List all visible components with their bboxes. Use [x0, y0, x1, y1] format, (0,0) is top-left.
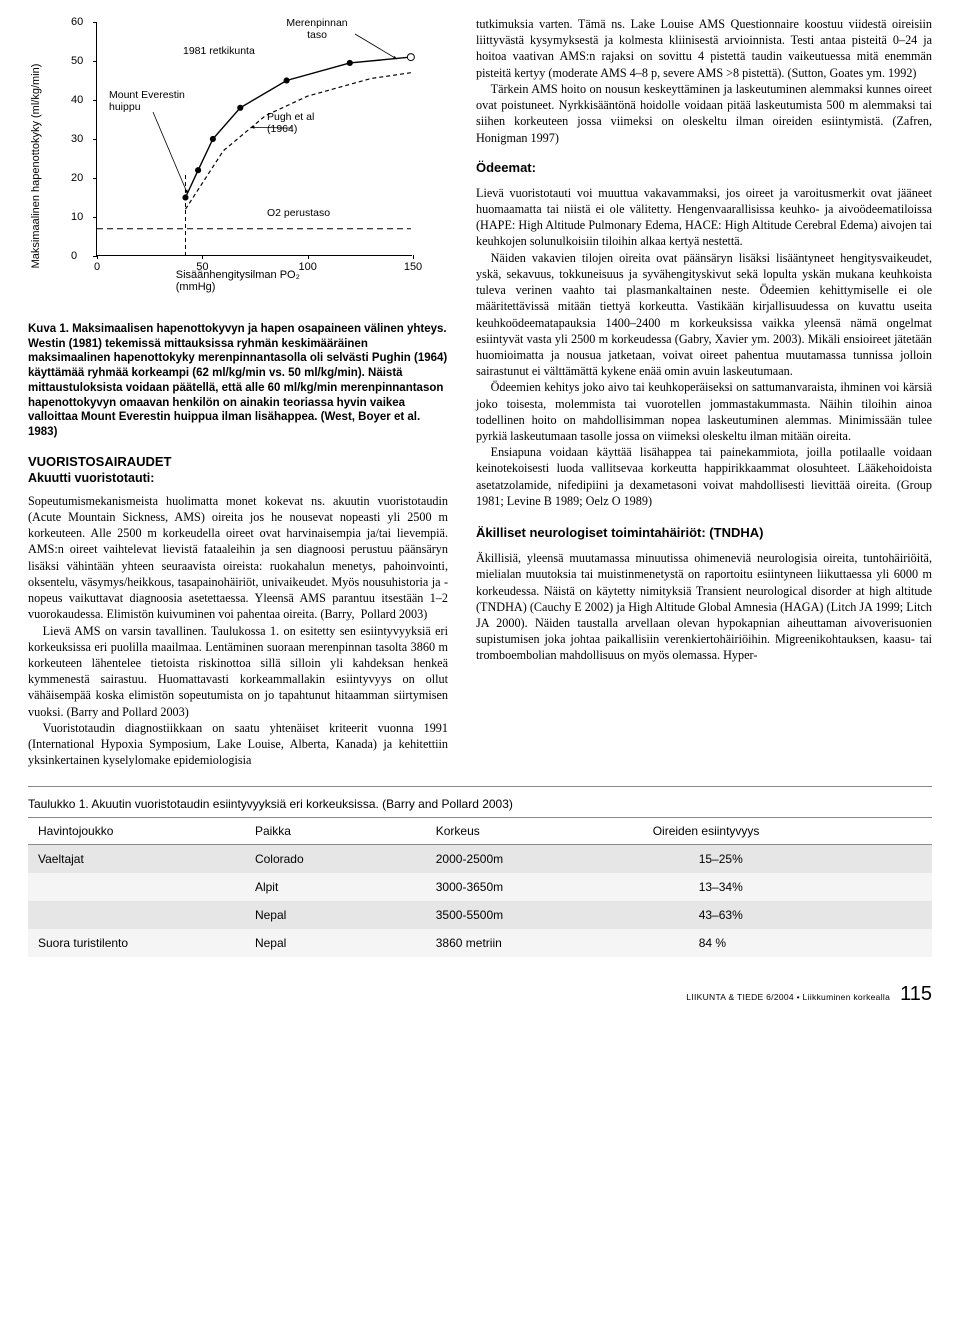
table-cell: 3860 metriin — [426, 929, 643, 957]
table-cell: 13–34% — [643, 873, 932, 901]
table-header-cell: Paikka — [245, 818, 426, 845]
table-cell: 3500-5500m — [426, 901, 643, 929]
odeemat-para-3: Ödeemien kehitys joko aivo tai keuhkoper… — [476, 379, 932, 444]
table-header-row: HavintojoukkoPaikkaKorkeusOireiden esiin… — [28, 818, 932, 845]
table-cell: Alpit — [245, 873, 426, 901]
ann-everest: Mount Everestin huippu — [109, 90, 199, 113]
ann-pugh: Pugh et al (1964) — [267, 112, 337, 135]
odeemat-para-1: Lievä vuoristotauti voi muuttua vakavamm… — [476, 185, 932, 250]
table-cell: 43–63% — [643, 901, 932, 929]
table-header-cell: Korkeus — [426, 818, 643, 845]
left-para-3: Vuoristotaudin diagnostiikkaan on saatu … — [28, 720, 448, 769]
section-odeemat: Ödeemat: — [476, 160, 932, 175]
table-row: VaeltajatColorado2000-2500m15–25% — [28, 845, 932, 874]
table-cell: 84 % — [643, 929, 932, 957]
section-vuoristosairaudet: VUORISTOSAIRAUDET — [28, 454, 448, 469]
ann-o2: O2 perustaso — [267, 208, 330, 220]
page-footer: LIIKUNTA & TIEDE 6/2004 • Liikkuminen ko… — [28, 983, 932, 1006]
table-caption: Taulukko 1. Akuutin vuoristotaudin esiin… — [28, 797, 932, 811]
table-cell: Colorado — [245, 845, 426, 874]
plot-area: Sisäänhengitysilman PO₂ (mmHg) Merenpinn… — [96, 22, 412, 256]
table-cell: Vaeltajat — [28, 845, 245, 874]
table-cell: Nepal — [245, 901, 426, 929]
table-cell: 2000-2500m — [426, 845, 643, 874]
figure-caption: Kuva 1. Maksimaalisen hapenottokyvyn ja … — [28, 322, 448, 440]
table-header-cell: Havintojoukko — [28, 818, 245, 845]
left-para-2: Lievä AMS on varsin tavallinen. Taulukos… — [28, 623, 448, 720]
odeemat-para-2: Näiden vakavien tilojen oireita ovat pää… — [476, 250, 932, 380]
table-cell — [28, 873, 245, 901]
footer-source: LIIKUNTA & TIEDE 6/2004 • Liikkuminen ko… — [686, 992, 890, 1002]
oxygen-uptake-chart: Maksimaalinen hapenottokyky (ml/kg/min) … — [62, 16, 432, 316]
section-tndha: Äkilliset neurologiset toimintahäiriöt: … — [476, 525, 932, 540]
ann-retkikunta: 1981 retkikunta — [183, 46, 255, 58]
table-row: Alpit3000-3650m13–34% — [28, 873, 932, 901]
right-top-para-1: tutkimuksia varten. Tämä ns. Lake Louise… — [476, 16, 932, 81]
odeemat-para-4: Ensiapuna voidaan käyttää lisähappea tai… — [476, 444, 932, 509]
table-cell — [28, 901, 245, 929]
tndha-para-1: Äkillisiä, yleensä muutamassa minuutissa… — [476, 550, 932, 664]
table-row: Suora turistilentoNepal3860 metriin84 % — [28, 929, 932, 957]
ams-incidence-table: HavintojoukkoPaikkaKorkeusOireiden esiin… — [28, 817, 932, 957]
y-axis-label: Maksimaalinen hapenottokyky (ml/kg/min) — [30, 64, 42, 269]
table-row: Nepal3500-5500m43–63% — [28, 901, 932, 929]
table-cell: Suora turistilento — [28, 929, 245, 957]
ann-merenpinnan: Merenpinnan taso — [277, 18, 357, 41]
right-top-para-2: Tärkein AMS hoito on nousun keskeyttämin… — [476, 81, 932, 146]
table-header-cell: Oireiden esiintyvyys — [643, 818, 932, 845]
footer-page-number: 115 — [900, 983, 932, 1006]
table-cell: Nepal — [245, 929, 426, 957]
table-cell: 3000-3650m — [426, 873, 643, 901]
subsection-akuutti: Akuutti vuoristotauti: — [28, 471, 448, 485]
table-cell: 15–25% — [643, 845, 932, 874]
table-divider — [28, 786, 932, 787]
left-para-1: Sopeutumismekanismeista huolimatta monet… — [28, 493, 448, 623]
